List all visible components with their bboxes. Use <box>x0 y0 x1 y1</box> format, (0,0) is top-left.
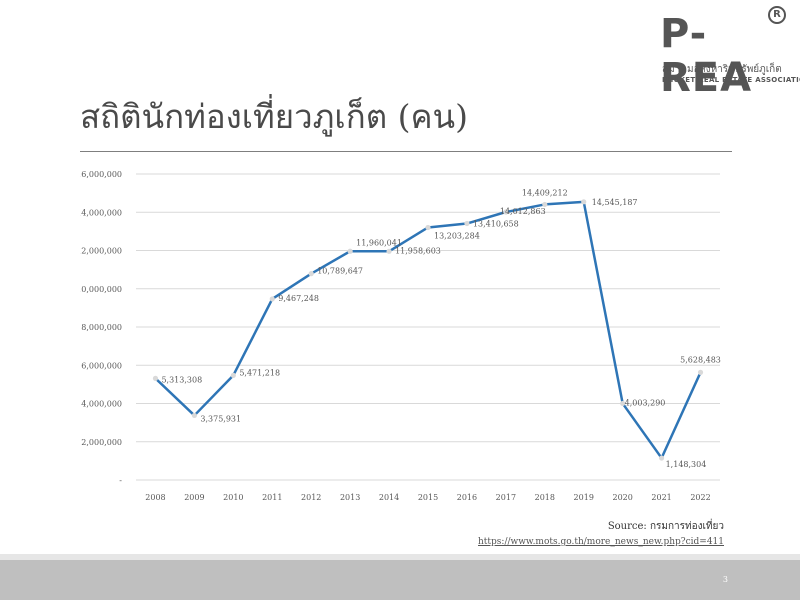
data-label: 13,203,284 <box>434 231 480 240</box>
data-label: 11,960,041 <box>356 238 402 247</box>
y-tick-label: 8,000,000 <box>81 323 122 332</box>
slide-title: สถิตินักท่องเที่ยวภูเก็ต (คน) <box>80 97 468 136</box>
data-point <box>425 224 431 231</box>
title-divider <box>80 151 732 152</box>
x-tick-label: 2012 <box>301 493 321 502</box>
y-tick-label: 14,000,000 <box>80 208 122 217</box>
data-label: 3,375,931 <box>200 414 241 423</box>
data-point <box>503 209 509 215</box>
data-point <box>697 369 704 375</box>
y-tick-label: 4,000,000 <box>81 400 122 409</box>
x-tick-label: 2011 <box>262 493 282 502</box>
data-label: 5,628,483 <box>680 355 721 364</box>
y-tick-label: 10,000,000 <box>80 285 122 294</box>
data-point <box>269 296 275 302</box>
registered-mark: R <box>768 6 786 24</box>
data-label: 5,471,218 <box>239 368 280 377</box>
footer-strip <box>0 554 800 560</box>
x-tick-label: 2019 <box>574 493 594 502</box>
data-label: 5,313,308 <box>161 375 202 384</box>
data-label: 13,410,658 <box>473 220 519 229</box>
x-tick-label: 2022 <box>690 493 710 502</box>
y-tick-label: 6,000,000 <box>81 361 122 370</box>
data-label: 14,545,187 <box>592 198 638 207</box>
logo-wordmark: P-REA <box>660 11 753 101</box>
data-point <box>152 375 159 381</box>
x-tick-label: 2020 <box>612 493 632 502</box>
data-point <box>347 248 353 254</box>
x-tick-label: 2021 <box>651 493 671 502</box>
x-tick-label: 2010 <box>223 493 243 502</box>
p-rea-logo: P-REA R สมาคมอสังหาริมทรัพย์ภูเก็ต PHUKE… <box>660 6 800 100</box>
y-tick-label: 12,000,000 <box>80 247 122 256</box>
y-tick-label: 16,000,000 <box>80 170 122 179</box>
data-point <box>581 199 587 205</box>
source-label: Source: กรมการท่องเที่ยว <box>607 521 724 532</box>
x-tick-label: 2018 <box>535 493 555 502</box>
source-url-link[interactable]: https://www.mots.go.th/more_news_new.php… <box>478 537 724 547</box>
x-tick-label: 2013 <box>340 493 360 502</box>
page-number: 3 <box>722 575 728 584</box>
logo-thai-name: สมาคมอสังหาริมทรัพย์ภูเก็ต <box>662 64 782 75</box>
data-label: 14,409,212 <box>522 188 568 197</box>
data-label: 9,467,248 <box>278 294 319 303</box>
data-point <box>620 400 626 407</box>
logo-english-name: PHUKET REAL ESTATE ASSOCIATION <box>662 76 800 84</box>
data-point <box>659 455 665 461</box>
y-tick-label: 2,000,000 <box>81 438 122 447</box>
data-label: 4,003,290 <box>625 398 666 407</box>
y-tick-label: - <box>119 476 122 485</box>
x-tick-label: 2017 <box>496 493 516 502</box>
data-label: 1,148,304 <box>666 460 707 469</box>
data-label: 10,789,647 <box>317 267 363 276</box>
data-point <box>464 220 470 227</box>
data-point <box>308 271 314 277</box>
data-point <box>230 372 236 378</box>
line-chart: - 2,000,000 4,000,000 6,000,000 8,000,000 10,… <box>80 170 721 502</box>
data-label: 11,958,603 <box>395 246 441 255</box>
data-point <box>386 248 392 254</box>
footer-bar <box>0 560 800 600</box>
x-tick-label: 2016 <box>457 493 477 502</box>
x-tick-label: 2008 <box>145 493 165 502</box>
x-tick-label: 2015 <box>418 493 438 502</box>
data-point <box>191 412 197 419</box>
data-point <box>542 201 548 208</box>
x-tick-label: 2014 <box>379 493 399 502</box>
x-tick-label: 2009 <box>184 493 204 502</box>
data-label: 14,012,863 <box>500 207 546 216</box>
